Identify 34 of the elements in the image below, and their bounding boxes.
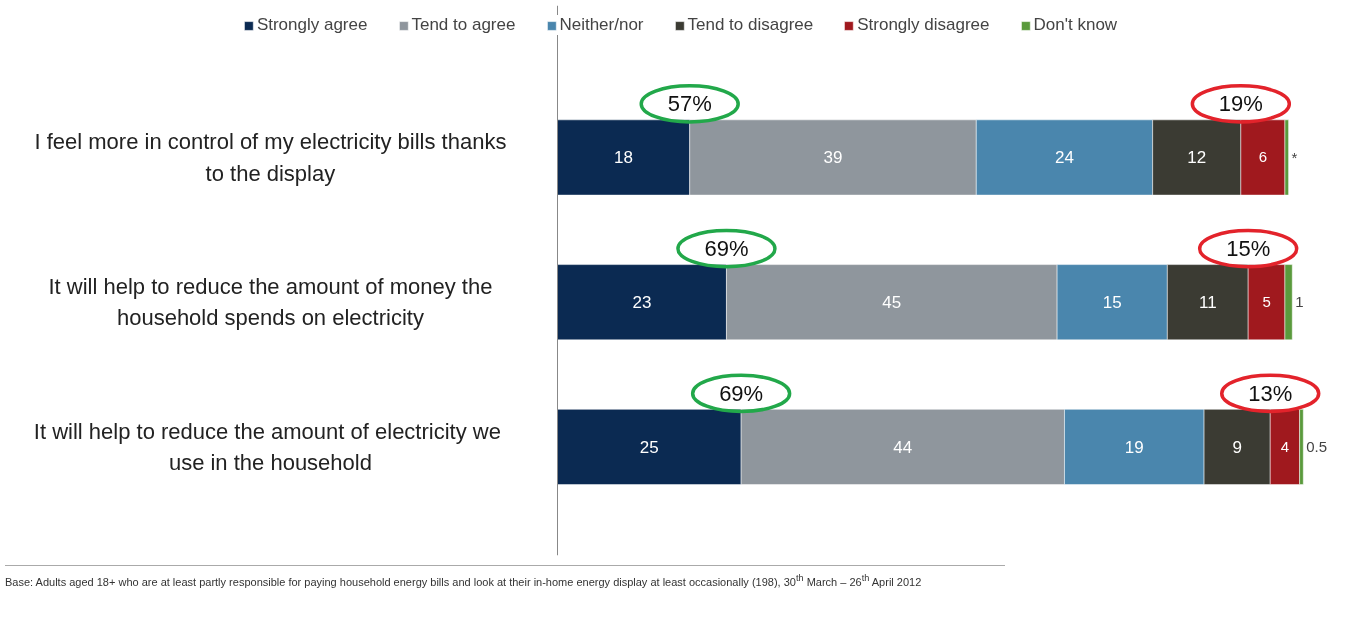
data-label: 0.5 bbox=[1306, 437, 1328, 455]
data-label: 4 bbox=[1280, 437, 1290, 455]
data-label: 1 bbox=[1295, 293, 1304, 311]
annotation: 69% bbox=[719, 380, 764, 406]
legend-label: Strongly agree bbox=[256, 15, 368, 35]
text: Base: Adults aged 18+ who are at least partly responsible for paying household energy bills and look at their in-home energy display at least occasionally (198), 30$^{th}$ March – 26$^{th}$ April 2012 bbox=[5, 565, 1005, 591]
data-label: 18 bbox=[614, 148, 634, 168]
annotation: 19% bbox=[1218, 91, 1263, 117]
y-tick-label: It will help to reduce the amount of electricity we use in the household bbox=[33, 418, 501, 476]
data-label: 11 bbox=[1198, 293, 1217, 313]
data-label: 23 bbox=[632, 293, 652, 313]
annotation: 13% bbox=[1248, 380, 1293, 406]
data-label: 45 bbox=[882, 293, 902, 313]
data-label: 25 bbox=[639, 437, 659, 457]
data-label: 15 bbox=[1102, 293, 1122, 313]
annotation: 69% bbox=[704, 236, 749, 262]
data-label: 24 bbox=[1055, 148, 1074, 168]
data-label: * bbox=[1291, 148, 1298, 166]
data-label: 5 bbox=[1262, 293, 1271, 311]
legend-label: Neither/nor bbox=[559, 15, 644, 35]
data-label: 44 bbox=[893, 437, 913, 457]
data-label: 39 bbox=[823, 148, 843, 168]
y-tick-label: I feel more in control of my electricity bills thanks to the display bbox=[34, 129, 507, 186]
legend-label: Tend to disagree bbox=[687, 15, 814, 35]
annotation: 57% bbox=[667, 91, 712, 117]
data-label: 19 bbox=[1124, 437, 1144, 457]
data-label: 6 bbox=[1258, 148, 1268, 166]
y-tick-label: It will help to reduce the amount of money the household spends on electricity bbox=[48, 274, 493, 331]
data-label: 9 bbox=[1232, 437, 1242, 457]
legend-label: Tend to agree bbox=[411, 15, 516, 35]
data-label: 12 bbox=[1187, 148, 1207, 168]
legend-label: Don't know bbox=[1033, 15, 1118, 35]
annotation: 15% bbox=[1226, 236, 1271, 262]
legend-label: Strongly disagree bbox=[857, 15, 990, 35]
